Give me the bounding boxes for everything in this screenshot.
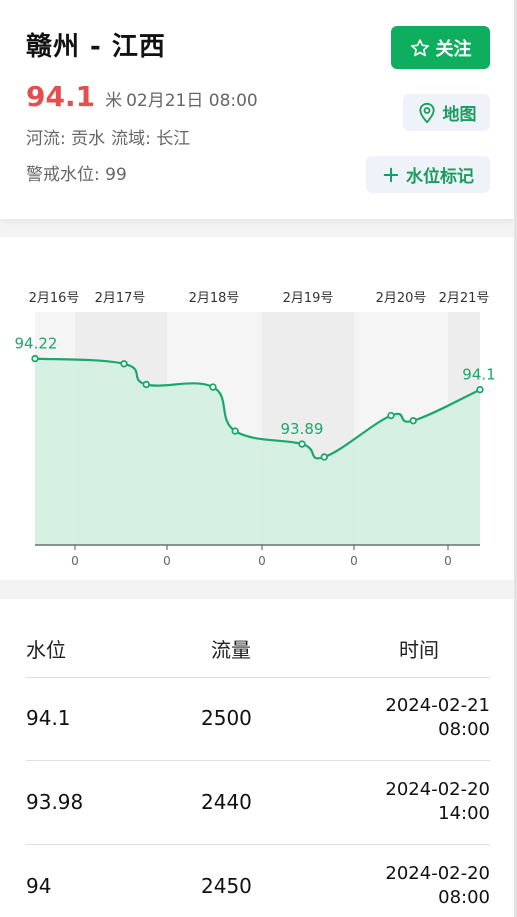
table-divider: [26, 760, 490, 761]
data-point[interactable]: [298, 440, 306, 448]
data-label: 94.22: [15, 335, 58, 353]
data-point[interactable]: [231, 427, 239, 435]
level-time: 02月21日 08:00: [126, 91, 258, 111]
x-tick-label: 2月17号: [95, 291, 146, 306]
follow-button[interactable]: 关注: [391, 26, 490, 69]
x-tick-label: 2月21号: [439, 291, 490, 306]
data-point[interactable]: [409, 417, 417, 425]
data-point[interactable]: [120, 360, 128, 368]
river-info: 河流: 贡水 流域: 长江: [26, 124, 190, 149]
plus-icon: [383, 167, 399, 182]
data-label: 94.1: [462, 366, 495, 384]
y-tick-label: 0: [71, 554, 79, 568]
x-tick-label: 2月19号: [283, 291, 334, 306]
y-tick-label: 0: [163, 554, 171, 568]
map-button[interactable]: 地图: [403, 94, 490, 131]
current-level-value: 94.1: [26, 80, 96, 113]
row3-flow: 2450: [201, 874, 252, 898]
river-name: 河流: 贡水: [26, 129, 106, 149]
row2-level: 93.98: [26, 790, 84, 814]
row3-time: 2024-02-20 08:00: [385, 862, 490, 910]
water-level-line: [34, 357, 481, 460]
water-level-chart: 94.22 93.89 94.1 2月16号 2月17号 2月18号 2月19号 2月20号…: [15, 291, 496, 568]
y-tick-label: 0: [444, 554, 452, 568]
water-level-area: [35, 358, 480, 545]
star-icon: [410, 38, 429, 56]
x-tick-label: 2月20号: [376, 291, 427, 306]
warning-level: 警戒水位: 99: [26, 165, 127, 185]
station-title: 赣州 - 江西: [26, 32, 166, 62]
data-point[interactable]: [476, 385, 484, 394]
data-point[interactable]: [387, 411, 395, 420]
x-tick-label: 2月16号: [29, 291, 80, 306]
water-level-chart-card: 94.22 93.89 94.1 2月16号 2月17号 2月18号 2月19号 2月20号…: [0, 237, 514, 580]
data-point[interactable]: [209, 383, 217, 391]
column-header-flow: 流量: [211, 638, 251, 662]
data-point[interactable]: [142, 380, 150, 389]
row3-clock: 08:00: [438, 887, 490, 908]
current-level-row: 94.1 米 02月21日 08:00: [26, 80, 258, 113]
history-table: [0, 599, 514, 917]
row1-time: 2024-02-21 08:00: [385, 694, 490, 742]
column-header-time: 时间: [399, 638, 439, 662]
level-unit: 米: [105, 91, 123, 111]
row3-level: 94: [26, 874, 52, 898]
location-pin-icon: [418, 102, 435, 124]
row1-clock: 08:00: [438, 719, 490, 740]
table-divider: [26, 677, 490, 678]
row1-date: 2024-02-21: [385, 695, 490, 716]
data-point[interactable]: [31, 354, 39, 363]
table-divider: [26, 844, 490, 845]
row2-time: 2024-02-20 14:00: [385, 778, 490, 826]
y-tick-label: 0: [350, 554, 358, 568]
data-label: 93.89: [281, 420, 324, 438]
row1-flow: 2500: [201, 706, 252, 730]
map-label: 地图: [442, 105, 477, 125]
row2-flow: 2440: [201, 790, 252, 814]
basin-name: 流域: 长江: [111, 129, 191, 149]
page-scrollbar[interactable]: [514, 0, 517, 917]
water-level-mark-button[interactable]: 水位标记: [366, 156, 490, 193]
row1-level: 94.1: [26, 706, 71, 730]
row2-date: 2024-02-20: [385, 779, 490, 800]
x-tick-label: 2月18号: [189, 291, 240, 306]
row3-date: 2024-02-20: [385, 863, 490, 884]
row2-clock: 14:00: [438, 803, 490, 824]
follow-label: 关注: [435, 38, 472, 60]
station-header: 赣州 - 江西 94.1 米 02月21日 08:00 河流: 贡水 流域: 长…: [0, 0, 514, 219]
mark-label: 水位标记: [406, 167, 474, 187]
data-point[interactable]: [320, 453, 328, 461]
y-tick-label: 0: [258, 554, 266, 568]
column-header-level: 水位: [26, 638, 66, 662]
